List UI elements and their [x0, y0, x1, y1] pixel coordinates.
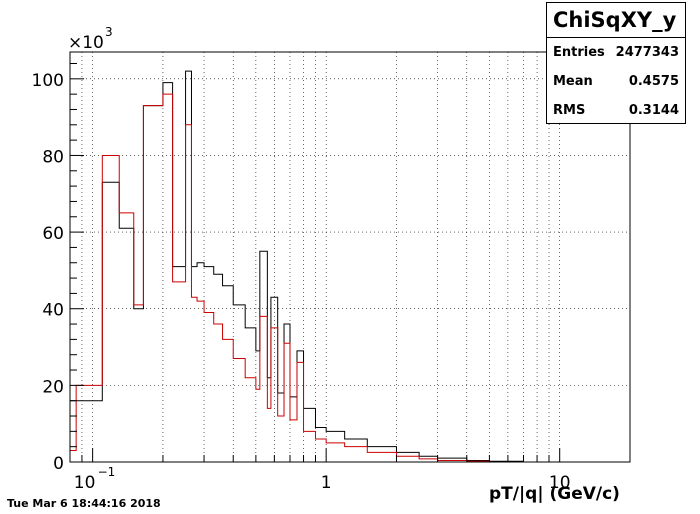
x-tick-label: 1: [321, 473, 332, 493]
x-axis-title: pT/|q| (GeV/c): [489, 484, 620, 504]
x-tick-label: 10: [74, 473, 96, 493]
y-tick-label: 0: [53, 454, 64, 474]
y-multiplier-label: ×10: [68, 33, 104, 53]
stats-box: ChiSqXY_y Entries 2477343 Mean 0.4575 RM…: [546, 2, 686, 124]
histogram-series: [69, 70, 630, 463]
stats-row-entries: Entries 2477343: [547, 38, 685, 67]
y-tick-label: 20: [42, 377, 64, 397]
timestamp: Tue Mar 6 18:44:16 2018: [7, 497, 161, 510]
x-tick-exponent: −1: [98, 465, 116, 479]
histogram-series-2: [69, 93, 630, 463]
y-tick-label: 80: [42, 147, 64, 167]
stats-title: ChiSqXY_y: [547, 3, 685, 38]
entries-label: Entries: [553, 45, 605, 60]
rms-value: 0.3144: [628, 103, 679, 118]
stats-row-mean: Mean 0.4575: [547, 67, 685, 96]
y-tick-label: 60: [42, 224, 64, 244]
mean-label: Mean: [553, 74, 593, 89]
entries-value: 2477343: [615, 45, 679, 60]
mean-value: 0.4575: [628, 74, 679, 89]
stats-row-rms: RMS 0.3144: [547, 96, 685, 125]
y-tick-label: 100: [32, 71, 64, 91]
histogram-series-1: [69, 70, 630, 463]
rms-label: RMS: [553, 103, 586, 118]
plot-frame: [69, 51, 631, 463]
y-multiplier-exponent: 3: [105, 25, 113, 39]
x-tick-label: 10: [549, 473, 571, 493]
y-tick-label: 40: [42, 301, 64, 321]
